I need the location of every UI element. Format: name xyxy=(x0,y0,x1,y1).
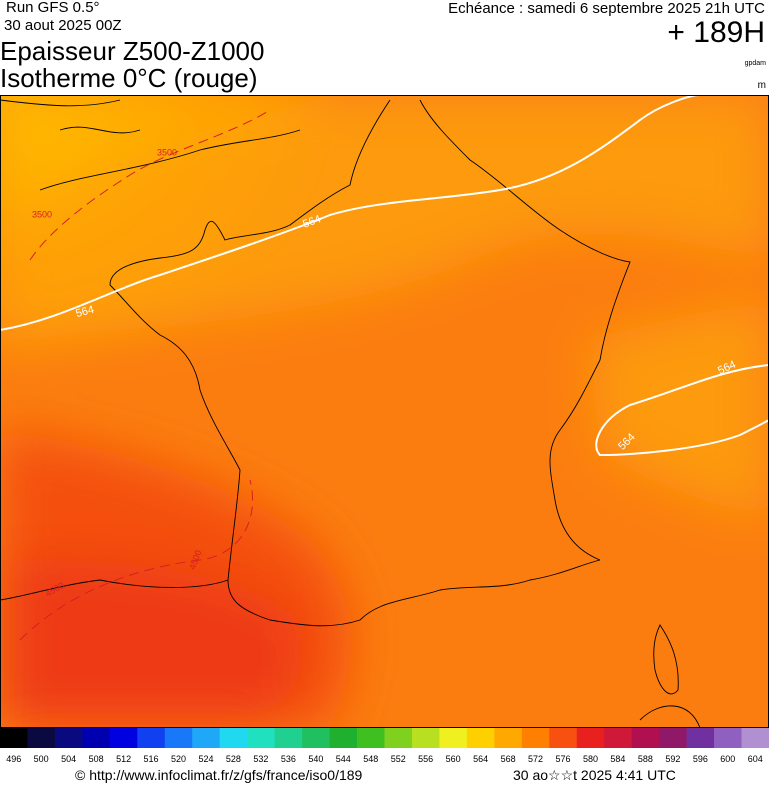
color-swatch xyxy=(411,728,440,748)
scale-label: 572 xyxy=(528,754,543,764)
france-border-east xyxy=(419,99,631,561)
scale-label: 532 xyxy=(253,754,268,764)
scale-label: 592 xyxy=(665,754,680,764)
coastlines xyxy=(0,99,701,728)
forecast-horizon: + 189H xyxy=(667,16,765,49)
color-swatch xyxy=(631,728,660,748)
color-swatch xyxy=(466,728,495,748)
color-swatch xyxy=(109,728,138,748)
scale-label: 580 xyxy=(583,754,598,764)
color-swatch xyxy=(494,728,523,748)
scale-label: 564 xyxy=(473,754,488,764)
color-swatch xyxy=(302,728,331,748)
contour-564-north xyxy=(0,95,701,331)
scale-label: 600 xyxy=(720,754,735,764)
scale-label: 520 xyxy=(171,754,186,764)
color-swatch xyxy=(27,728,56,748)
color-swatch xyxy=(274,728,303,748)
color-swatch xyxy=(714,728,743,748)
contour-label: 3500 xyxy=(157,147,177,157)
scale-label: 588 xyxy=(638,754,653,764)
scale-label: 584 xyxy=(610,754,625,764)
scale-label: 544 xyxy=(336,754,351,764)
sardinia xyxy=(639,705,701,728)
scale-label: 552 xyxy=(391,754,406,764)
color-swatch xyxy=(549,728,578,748)
color-swatch xyxy=(329,728,358,748)
scale-label: 548 xyxy=(363,754,378,764)
color-swatch xyxy=(54,728,83,748)
color-swatch xyxy=(439,728,468,748)
scale-label: 560 xyxy=(446,754,461,764)
run-date: 30 aout 2025 00Z xyxy=(4,17,122,34)
source-url: © http://www.infoclimat.fr/z/gfs/france/… xyxy=(75,767,363,783)
color-swatch xyxy=(686,728,715,748)
spain-coast xyxy=(0,579,229,601)
color-swatch xyxy=(247,728,276,748)
contour-label: 564 xyxy=(301,213,322,231)
scale-label: 500 xyxy=(34,754,49,764)
iso-3500 xyxy=(29,109,271,261)
corsica xyxy=(653,624,679,695)
contour-label: 564 xyxy=(75,304,96,320)
scale-label: 540 xyxy=(308,754,323,764)
color-swatch xyxy=(82,728,111,748)
contour-label: 3500 xyxy=(32,209,52,219)
uk-coast xyxy=(0,99,301,191)
unit-thickness: gpdam xyxy=(745,60,767,67)
title-line-1: Epaisseur Z500-Z1000 xyxy=(0,36,264,66)
scale-label: 576 xyxy=(556,754,571,764)
scale-label: 536 xyxy=(281,754,296,764)
color-scale: 496 500 504 508 512 516 520 524 528 532 536 540 544 5… xyxy=(0,728,769,764)
france-coast xyxy=(109,99,601,627)
title-line-2: Isotherme 0°C (rouge) xyxy=(0,63,258,93)
contour-564-alps xyxy=(595,364,769,457)
color-swatch xyxy=(576,728,605,748)
contours-564 xyxy=(0,95,769,457)
color-swatch xyxy=(0,728,28,748)
color-swatch xyxy=(192,728,221,748)
scale-label: 556 xyxy=(418,754,433,764)
iso-4500 xyxy=(19,479,254,641)
scale-label: 528 xyxy=(226,754,241,764)
color-swatch xyxy=(659,728,688,748)
color-swatch xyxy=(521,728,550,748)
scale-label: 524 xyxy=(198,754,213,764)
scale-label: 508 xyxy=(89,754,104,764)
color-swatch xyxy=(604,728,633,748)
contours-iso0 xyxy=(19,109,271,641)
color-swatch xyxy=(741,728,769,748)
shade-yellow-corner xyxy=(0,95,769,728)
scale-label: 496 xyxy=(6,754,21,764)
echeance: Echéance : samedi 6 septembre 2025 21h U… xyxy=(448,0,765,17)
scale-label: 568 xyxy=(501,754,516,764)
unit-iso: m xyxy=(758,80,766,91)
scale-label: 512 xyxy=(116,754,131,764)
color-swatch xyxy=(164,728,193,748)
run-label: Run GFS 0.5° xyxy=(6,0,100,16)
scale-label: 516 xyxy=(144,754,159,764)
color-swatch xyxy=(384,728,413,748)
scale-label: 596 xyxy=(693,754,708,764)
color-swatch xyxy=(219,728,248,748)
color-swatch xyxy=(357,728,385,748)
timestamp: 30 ao☆☆t 2025 4:41 UTC xyxy=(513,767,676,783)
color-swatch xyxy=(137,728,166,748)
scale-label: 604 xyxy=(748,754,763,764)
scale-label: 504 xyxy=(61,754,76,764)
